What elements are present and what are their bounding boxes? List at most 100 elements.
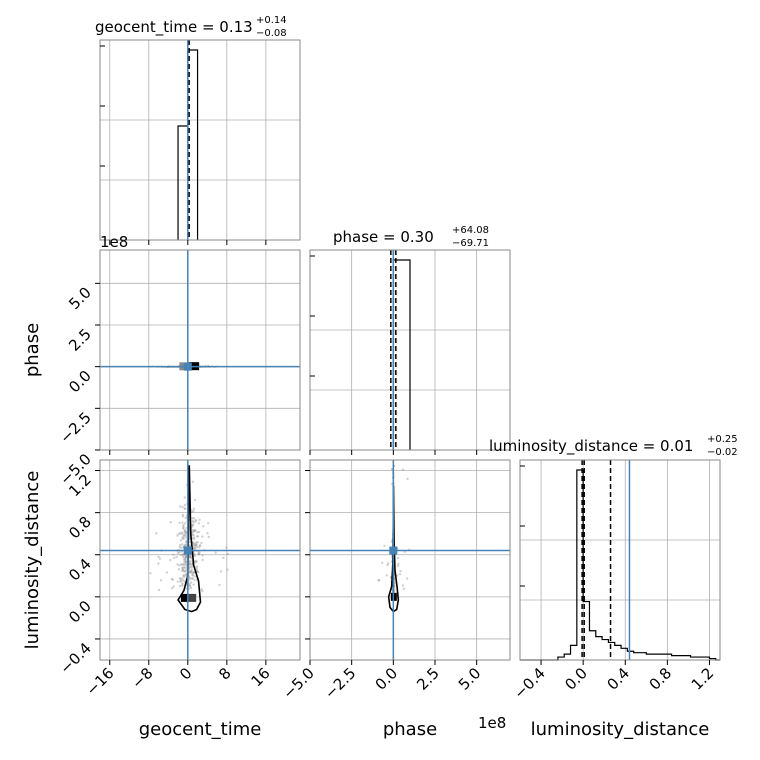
- sample-point: [195, 566, 198, 569]
- sample-point: [181, 505, 184, 509]
- sample-point: [192, 571, 195, 574]
- sample-point: [195, 567, 198, 571]
- density-cell-geocent-time-luminosity-distance: [180, 593, 189, 602]
- sample-point: [197, 553, 201, 556]
- sample-point: [193, 553, 196, 556]
- sample-point: [190, 577, 194, 580]
- sample-point: [169, 558, 172, 562]
- sample-point: [198, 544, 201, 547]
- sample-point: [178, 543, 182, 547]
- sample-point: [403, 550, 406, 554]
- sample-point: [182, 534, 186, 538]
- sample-point: [172, 585, 175, 588]
- sample-point: [188, 578, 192, 581]
- sample-point: [185, 536, 188, 539]
- sample-point: [191, 541, 195, 544]
- sample-point: [182, 523, 185, 527]
- sample-point: [175, 555, 178, 559]
- panel-2-0-background: [100, 460, 300, 660]
- sample-point: [197, 530, 201, 534]
- sample-point: [398, 572, 402, 576]
- sample-point: [190, 572, 194, 575]
- x-tick-label-luminosity_distance: 1.2: [688, 664, 718, 694]
- sample-point: [183, 528, 186, 532]
- sample-point: [181, 566, 185, 569]
- sample-point: [194, 560, 197, 563]
- x-tick-label-luminosity_distance: −0.4: [510, 664, 548, 702]
- sample-point: [183, 544, 186, 547]
- sample-point: [183, 557, 187, 561]
- sample-point: [189, 570, 192, 574]
- sample-point: [183, 504, 187, 507]
- sample-point: [196, 541, 200, 544]
- sample-point: [192, 507, 196, 510]
- title-geocent-time-lower: −0.08: [256, 28, 287, 39]
- sample-point: [173, 556, 176, 560]
- sample-point: [192, 583, 195, 586]
- sample-point: [181, 568, 185, 572]
- sample-point: [157, 588, 161, 592]
- truth-marker-geocent_time-luminosity_distance: [183, 546, 192, 555]
- sample-point: [201, 558, 204, 562]
- sample-point: [191, 573, 194, 577]
- title-geocent-time-upper: +0.14: [256, 15, 287, 26]
- sample-point: [225, 546, 228, 549]
- sample-point: [207, 535, 210, 539]
- sample-point: [182, 568, 185, 572]
- sample-point: [194, 542, 197, 545]
- sample-point: [396, 556, 400, 560]
- sample-point: [180, 553, 184, 556]
- sample-point: [193, 537, 196, 541]
- x-tick-label-luminosity_distance: 0.8: [646, 664, 676, 694]
- sample-point: [183, 530, 187, 534]
- sample-point: [197, 522, 201, 525]
- sample-point: [188, 560, 192, 563]
- title-luminosity-distance-lower: −0.02: [707, 447, 738, 458]
- sample-point: [188, 582, 191, 585]
- sample-point: [188, 556, 192, 559]
- sample-point: [401, 468, 405, 471]
- sample-point: [170, 586, 174, 590]
- sample-point: [184, 532, 187, 536]
- y-axis-label-luminosity-distance: luminosity_distance: [22, 471, 43, 650]
- sample-point: [179, 553, 182, 557]
- sample-point: [180, 543, 184, 546]
- sample-point: [397, 562, 400, 566]
- sample-point: [189, 581, 193, 584]
- sample-point: [196, 535, 200, 538]
- offset-text-phase-y: 1e8: [100, 233, 128, 251]
- sample-point: [184, 558, 187, 561]
- sample-point: [191, 519, 195, 523]
- sample-point: [192, 536, 196, 539]
- sample-point: [387, 562, 390, 565]
- panel-2-2-frame: [519, 459, 721, 661]
- sample-point: [182, 570, 186, 573]
- sample-point: [405, 577, 409, 580]
- sample-point: [193, 575, 197, 578]
- title-phase-upper: +64.08: [452, 225, 489, 236]
- sample-point: [184, 560, 188, 563]
- sample-point: [183, 522, 187, 525]
- sample-point: [185, 554, 188, 558]
- sample-point: [184, 573, 188, 577]
- sample-point: [181, 527, 185, 530]
- sample-point: [177, 532, 181, 536]
- sample-point: [181, 515, 185, 518]
- histogram-luminosity_distance: [520, 469, 720, 661]
- sample-point: [196, 535, 199, 538]
- x-axis-label-geocent-time: geocent_time: [139, 719, 262, 740]
- sample-point: [182, 579, 185, 582]
- sample-point: [214, 551, 217, 554]
- sample-point: [184, 561, 187, 564]
- y-tick-label-phase: 0.0: [65, 367, 95, 397]
- sample-point: [195, 543, 198, 547]
- sample-point: [178, 584, 182, 588]
- sample-point: [181, 553, 185, 557]
- sample-point: [198, 546, 201, 549]
- title-phase-lower: −69.71: [452, 238, 489, 249]
- truth-marker-phase-luminosity_distance: [389, 546, 398, 555]
- sample-point: [184, 556, 188, 559]
- offset-text-phase-x: 1e8: [478, 714, 506, 732]
- sample-point: [200, 541, 203, 545]
- sample-point: [188, 570, 191, 574]
